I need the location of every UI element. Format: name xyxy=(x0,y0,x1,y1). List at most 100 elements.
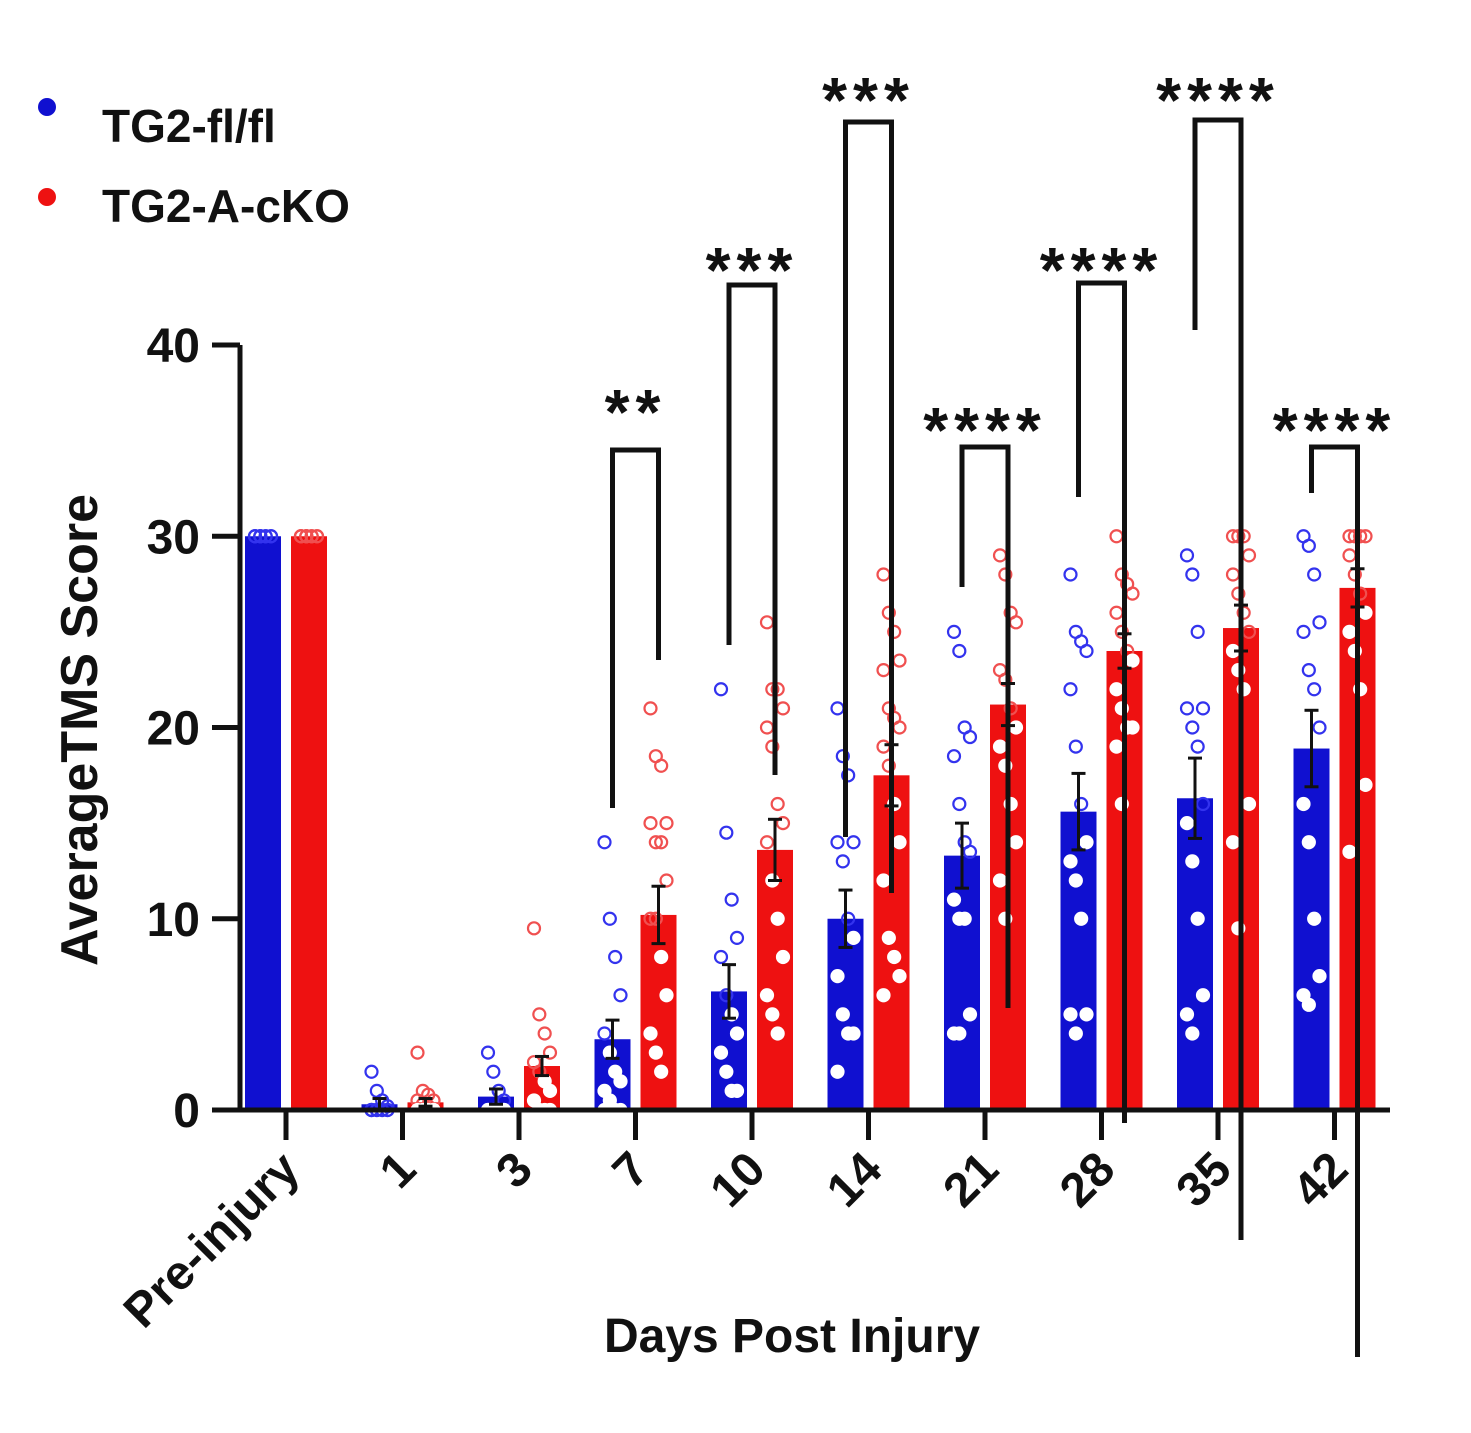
data-point xyxy=(952,643,967,659)
data-point xyxy=(713,949,729,965)
data-point xyxy=(654,758,669,773)
data-point xyxy=(1063,567,1078,582)
significance-bracket xyxy=(843,119,894,893)
significance-label: ** xyxy=(605,376,667,448)
data-point xyxy=(486,1064,501,1079)
significance-bracket xyxy=(1076,280,1127,1123)
data-point xyxy=(608,949,623,965)
data-point xyxy=(881,930,896,945)
data-point xyxy=(1342,844,1357,859)
data-point xyxy=(1358,777,1373,792)
data-point xyxy=(648,835,663,850)
significance-label: **** xyxy=(1040,234,1164,306)
significance-bracket xyxy=(1309,444,1360,1357)
data-point xyxy=(304,529,319,544)
data-point xyxy=(719,988,734,1003)
data-point xyxy=(835,854,850,869)
y-axis-title: AverageTMS Score xyxy=(51,494,109,966)
data-point xyxy=(765,1007,780,1022)
data-point xyxy=(293,529,309,544)
data-point xyxy=(1179,816,1195,831)
data-point xyxy=(946,892,962,907)
data-point xyxy=(659,988,674,1003)
data-point xyxy=(1125,720,1140,735)
data-point xyxy=(765,739,780,754)
data-point xyxy=(1008,615,1024,630)
data-point xyxy=(613,1074,628,1089)
data-point xyxy=(1301,997,1316,1012)
data-point xyxy=(1358,605,1373,620)
data-point xyxy=(1307,567,1322,582)
data-point xyxy=(830,1064,845,1079)
data-point xyxy=(1179,701,1195,716)
legend: TG2-fl/fl TG2-A-cKO xyxy=(38,98,350,232)
legend-label-tg2-a-cko: TG2-A-cKO xyxy=(102,180,350,232)
data-point xyxy=(1195,988,1211,1003)
data-point xyxy=(713,1045,729,1060)
data-point xyxy=(537,1026,552,1041)
data-point xyxy=(729,930,745,945)
data-point xyxy=(992,739,1008,754)
data-point xyxy=(597,1026,612,1041)
data-point xyxy=(957,911,972,926)
data-point xyxy=(1190,624,1205,639)
x-tick-label: 3 xyxy=(486,1142,542,1198)
y-tick-label: 20 xyxy=(147,703,200,756)
data-point xyxy=(759,835,775,850)
data-point xyxy=(881,758,896,773)
data-point xyxy=(770,796,785,812)
data-point xyxy=(841,911,856,926)
significance-bracket xyxy=(610,447,661,808)
data-point xyxy=(729,1083,745,1098)
data-point xyxy=(654,949,669,965)
data-point xyxy=(1231,529,1246,544)
data-point xyxy=(1236,605,1251,620)
data-point xyxy=(480,1045,496,1060)
data-point xyxy=(719,825,734,840)
data-point xyxy=(1236,529,1251,544)
data-point xyxy=(263,529,279,544)
legend-label-tg2-fl-fl: TG2-fl/fl xyxy=(102,100,276,152)
data-point xyxy=(1074,911,1089,926)
data-point xyxy=(876,873,891,888)
data-point xyxy=(962,729,978,745)
x-axis-title: Days Post Injury xyxy=(604,1310,980,1363)
data-point xyxy=(1195,796,1211,812)
data-point xyxy=(1063,854,1078,869)
data-point xyxy=(1307,682,1322,697)
data-point xyxy=(846,835,861,850)
data-point xyxy=(654,835,669,850)
data-point xyxy=(1079,835,1094,850)
data-point xyxy=(1063,1007,1078,1022)
data-point xyxy=(998,672,1013,687)
data-point xyxy=(643,816,658,831)
data-point xyxy=(876,567,891,582)
data-point xyxy=(992,548,1008,563)
data-point xyxy=(759,615,775,630)
x-tick-label: 42 xyxy=(1283,1142,1358,1217)
data-point xyxy=(602,911,617,926)
data-point xyxy=(1301,538,1316,553)
data-point xyxy=(1312,720,1327,735)
data-point xyxy=(876,739,891,754)
data-point xyxy=(654,1064,669,1079)
data-point xyxy=(410,1045,425,1060)
data-point xyxy=(1296,796,1311,812)
data-point xyxy=(1109,605,1124,620)
data-point xyxy=(962,1007,978,1022)
y-tick-label: 0 xyxy=(173,1085,200,1138)
data-point xyxy=(887,624,902,639)
data-point xyxy=(876,663,891,678)
data-point xyxy=(830,701,845,716)
significance-label: **** xyxy=(1156,64,1280,136)
data-point xyxy=(962,844,978,859)
data-point xyxy=(643,1026,658,1041)
data-point xyxy=(846,930,861,945)
data-point xyxy=(1068,739,1083,754)
y-tick-label: 40 xyxy=(147,320,200,373)
data-point xyxy=(881,605,896,620)
data-point xyxy=(1241,796,1257,812)
data-point xyxy=(1231,586,1246,601)
data-point xyxy=(1347,529,1362,544)
